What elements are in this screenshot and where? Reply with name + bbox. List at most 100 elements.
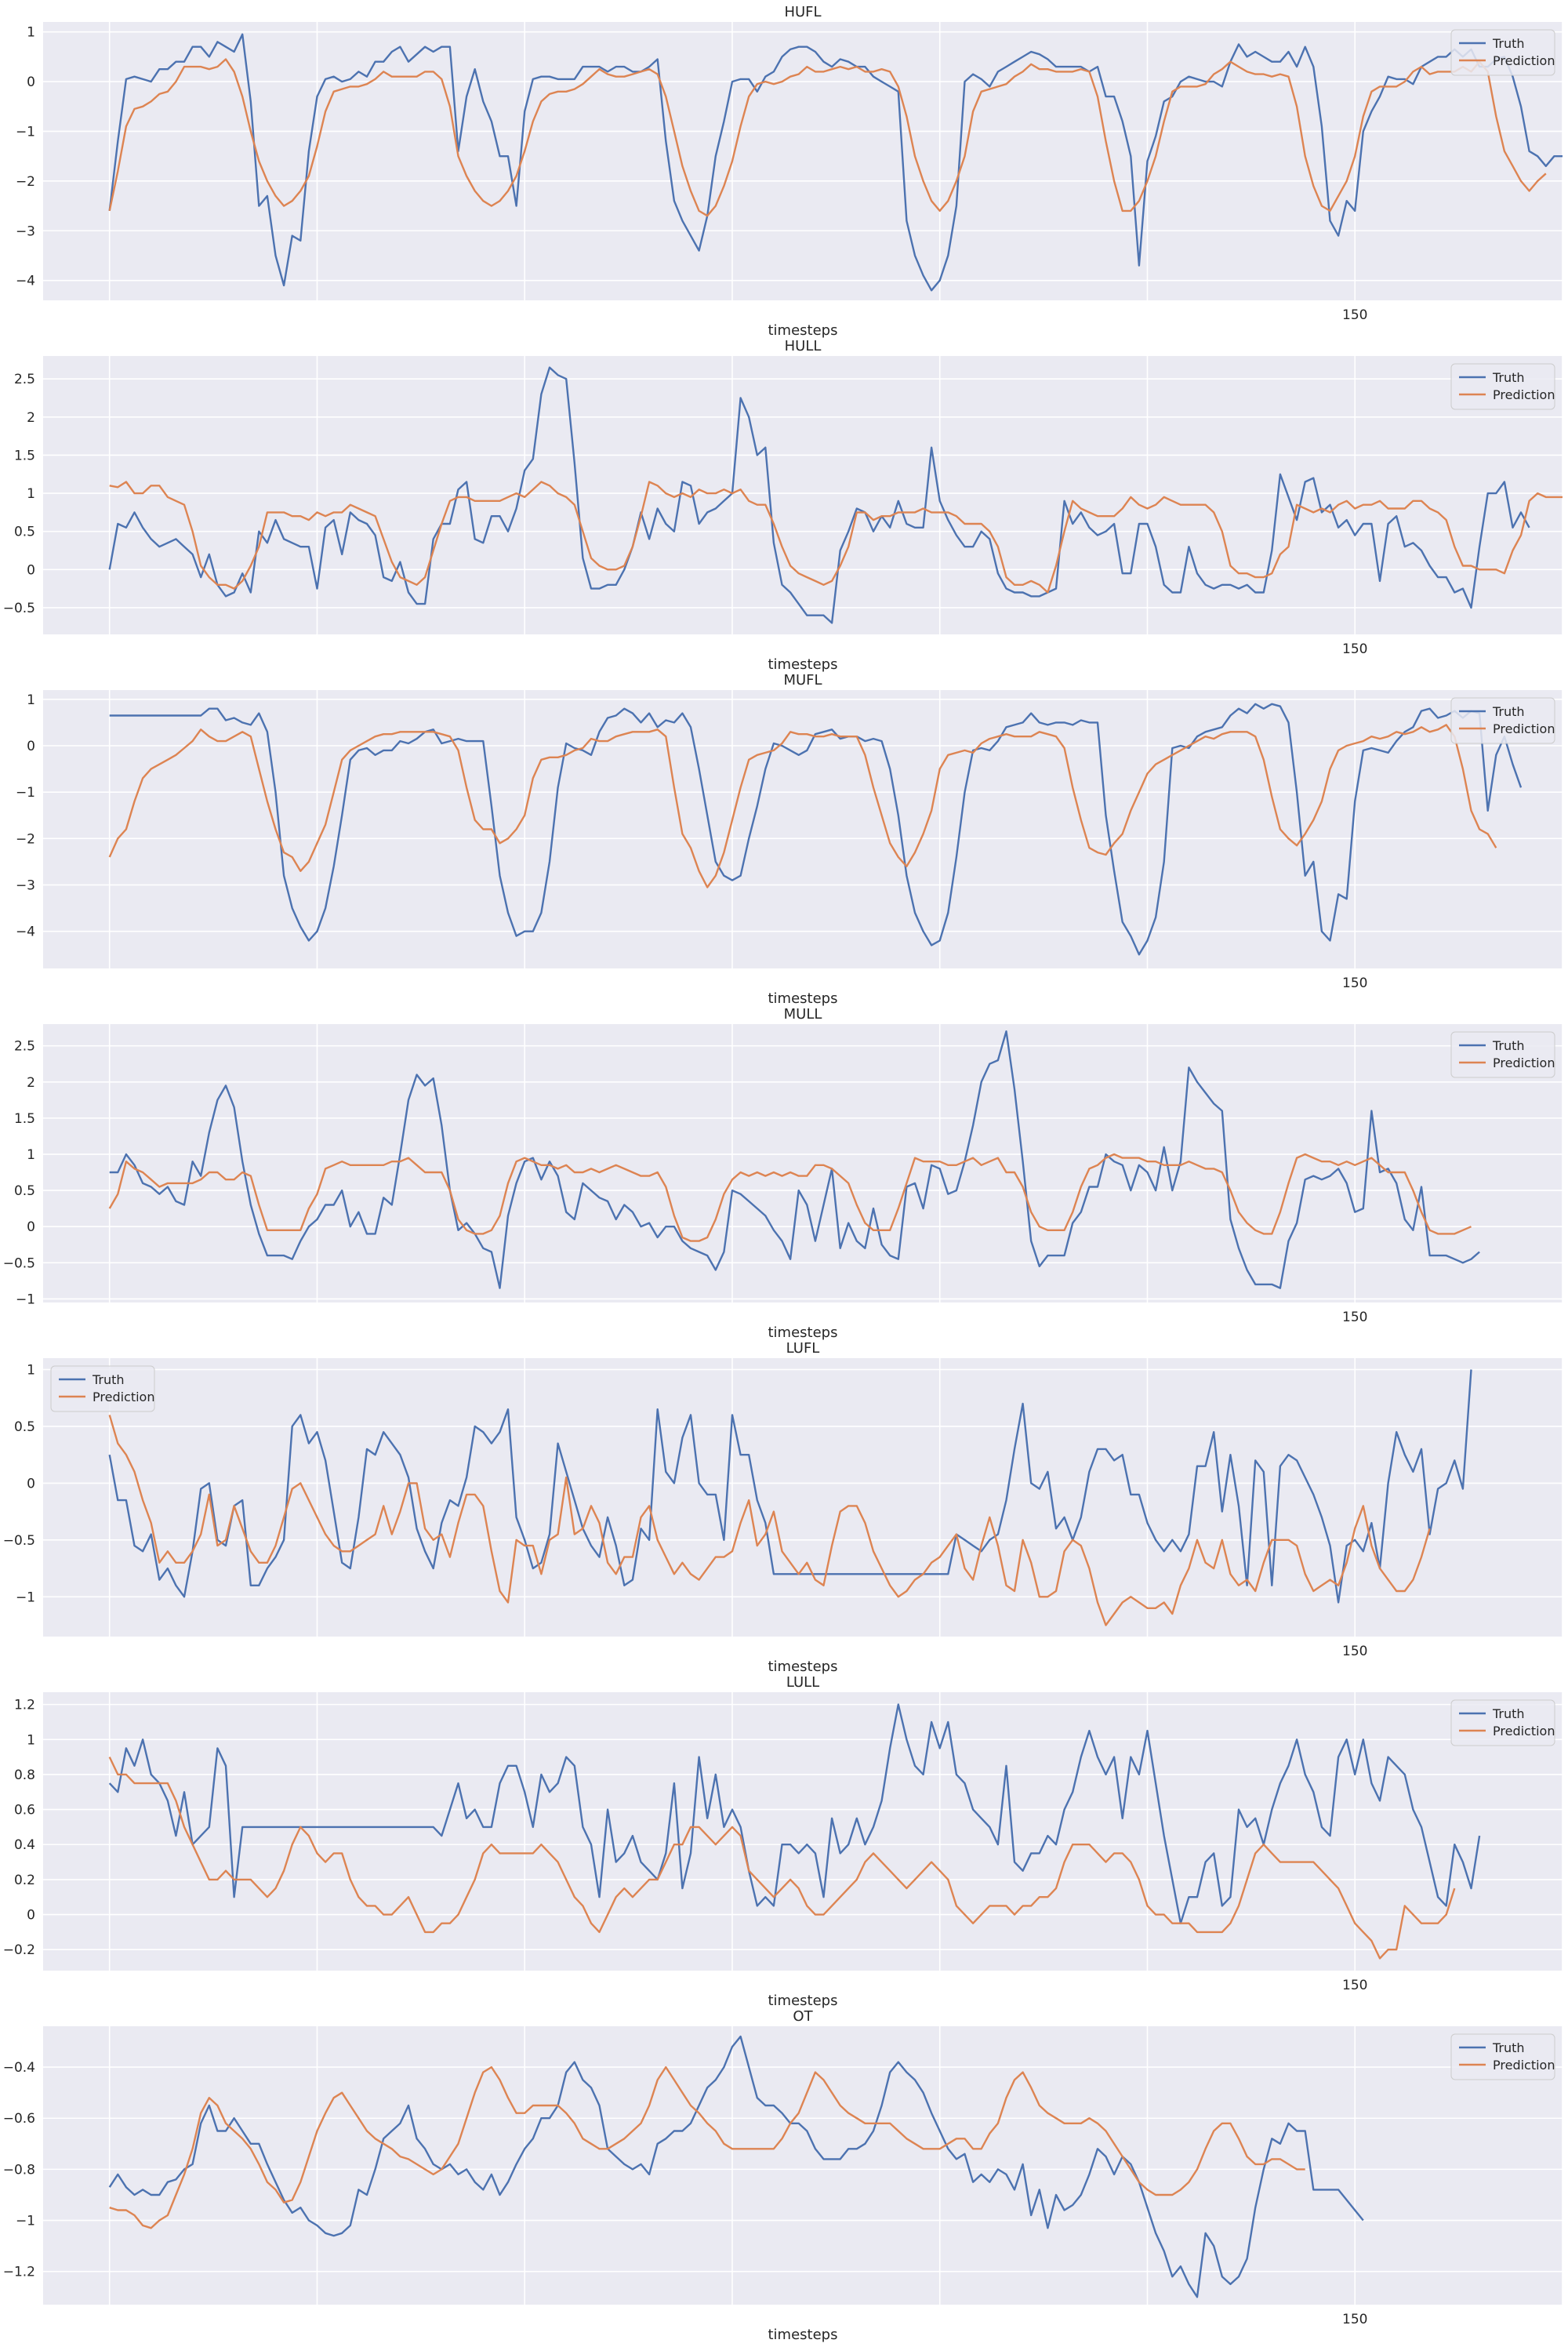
chart-title: HULL xyxy=(785,338,822,354)
legend-box xyxy=(1450,1699,1555,1746)
subplot-hull: −0.5 0 0.5 1 1.5 2 2.5 150 HULL timesteps Truth Pre… xyxy=(3,338,1563,673)
y-tick-label: 0 xyxy=(27,74,35,90)
legend: Truth Prediction xyxy=(1450,1699,1555,1746)
series-line-prediction xyxy=(108,1757,1456,1960)
y-tick-label: −0.8 xyxy=(3,2162,35,2178)
y-tick-label: 1 xyxy=(27,1147,35,1163)
chart-title: MULL xyxy=(784,1006,822,1023)
y-tick-label: −3 xyxy=(16,878,35,894)
y-tick-label: −0.2 xyxy=(3,1942,35,1958)
subplot-hufl: −4 −3 −2 −1 0 1 150 HUFL timesteps Truth Predictio… xyxy=(16,4,1563,339)
y-tick-label: 1 xyxy=(27,486,35,502)
series-line-truth xyxy=(109,1030,1480,1289)
x-tick-label: 150 xyxy=(1342,1310,1367,1325)
series-line-prediction xyxy=(108,1415,1431,1626)
legend-entry: Truth xyxy=(1492,36,1525,51)
x-tick-label: 150 xyxy=(1342,1644,1367,1659)
series-line-truth xyxy=(108,1703,1481,1924)
plot-area xyxy=(43,2026,1563,2305)
y-tick-label: −4 xyxy=(16,925,35,940)
y-tick-label: 1 xyxy=(27,1732,35,1748)
subplot-mufl: −4 −3 −2 −1 0 1 150 MUFL timesteps Truth Predictio… xyxy=(16,672,1563,1007)
plot-area xyxy=(43,356,1563,634)
y-tick-label: 0.5 xyxy=(14,525,35,540)
y-tick-label: 0.8 xyxy=(14,1768,35,1783)
y-tick-label: −0.6 xyxy=(3,2111,35,2127)
legend: Truth Prediction xyxy=(1450,697,1555,744)
series-line-prediction xyxy=(108,724,1497,888)
y-tick-label: 0 xyxy=(27,1908,35,1924)
series-line-truth xyxy=(109,703,1523,956)
y-tick-label: 2.5 xyxy=(14,1039,35,1055)
legend-entry: Prediction xyxy=(93,1390,154,1404)
y-tick-label: −1 xyxy=(16,785,35,801)
legend-entry: Truth xyxy=(1492,1038,1525,1053)
legend: Truth Prediction xyxy=(1450,363,1555,410)
y-tick-label: 2.5 xyxy=(14,372,35,387)
legend-entry: Truth xyxy=(1492,1706,1525,1721)
legend-entry: Truth xyxy=(1492,704,1525,719)
x-tick-label: 150 xyxy=(1342,307,1367,323)
legend-box xyxy=(1450,697,1555,744)
subplot-lull: −0.2 0 0.2 0.4 0.6 0.8 1 1.2 150 LULL timesteps Tru… xyxy=(3,1674,1563,2009)
plot-area xyxy=(43,1358,1563,1637)
x-axis-label: timesteps xyxy=(768,990,838,1007)
y-tick-label: −1.2 xyxy=(3,2265,35,2280)
series-line-truth xyxy=(108,1369,1472,1604)
series-line-prediction xyxy=(108,58,1547,217)
y-tick-label: 0 xyxy=(27,1219,35,1235)
y-tick-label: −1 xyxy=(16,1292,35,1307)
y-tick-label: −1 xyxy=(16,1589,35,1605)
legend-entry: Truth xyxy=(1492,370,1525,385)
x-axis-label: timesteps xyxy=(768,1324,838,1341)
chart-title: MUFL xyxy=(783,672,822,688)
y-tick-label: −0.5 xyxy=(3,1533,35,1549)
x-axis-label: timesteps xyxy=(768,322,838,339)
legend-entry: Prediction xyxy=(1493,1724,1555,1738)
legend-entry: Prediction xyxy=(1493,721,1555,736)
x-tick-label: 150 xyxy=(1342,2312,1367,2327)
legend-box xyxy=(1450,29,1555,76)
y-tick-label: −0.4 xyxy=(3,2060,35,2076)
legend-entry: Prediction xyxy=(1493,53,1555,68)
legend-entry: Prediction xyxy=(1493,387,1555,402)
y-tick-label: 0.2 xyxy=(14,1873,35,1888)
x-axis-label: timesteps xyxy=(768,2327,838,2343)
y-tick-label: 1.2 xyxy=(14,1698,35,1713)
y-tick-label: −3 xyxy=(16,223,35,239)
legend: Truth Prediction xyxy=(1450,29,1555,76)
y-tick-label: −1 xyxy=(16,124,35,140)
y-tick-label: −2 xyxy=(16,831,35,847)
y-tick-label: 0.5 xyxy=(14,1183,35,1199)
legend-entry: Prediction xyxy=(1493,2058,1555,2073)
subplot-lufl: −1 −0.5 0 0.5 1 150 LUFL timesteps Truth Predicti… xyxy=(3,1340,1563,1675)
series-line-truth xyxy=(108,366,1530,624)
series-line-truth xyxy=(108,33,1563,292)
legend-box xyxy=(1450,363,1555,410)
series-line-prediction xyxy=(109,2065,1305,2229)
y-tick-label: 0 xyxy=(27,1476,35,1491)
y-tick-label: 1 xyxy=(27,692,35,708)
y-tick-label: 1.5 xyxy=(14,448,35,463)
legend: Truth Prediction xyxy=(1450,2033,1555,2080)
series-line-prediction xyxy=(108,1153,1472,1242)
series-line-prediction xyxy=(109,481,1563,594)
y-tick-label: 2 xyxy=(27,410,35,426)
x-axis-label: timesteps xyxy=(768,656,838,673)
x-axis-label: timesteps xyxy=(768,1659,838,1675)
y-tick-label: −2 xyxy=(16,174,35,190)
x-tick-label: 150 xyxy=(1342,641,1367,657)
legend: Truth Prediction xyxy=(1450,1031,1555,1078)
plot-area xyxy=(43,1024,1563,1302)
y-tick-label: 0 xyxy=(27,562,35,578)
y-tick-label: 0 xyxy=(27,739,35,754)
legend-entry: Prediction xyxy=(1493,1055,1555,1070)
y-tick-label: 0.6 xyxy=(14,1803,35,1818)
x-tick-label: 150 xyxy=(1342,975,1367,991)
y-tick-label: 2 xyxy=(27,1075,35,1091)
legend-entry: Truth xyxy=(92,1372,125,1387)
plot-area xyxy=(43,1692,1563,1971)
y-tick-label: 1.5 xyxy=(14,1111,35,1127)
chart-title: LULL xyxy=(786,1674,819,1691)
legend-box xyxy=(1450,2033,1555,2080)
